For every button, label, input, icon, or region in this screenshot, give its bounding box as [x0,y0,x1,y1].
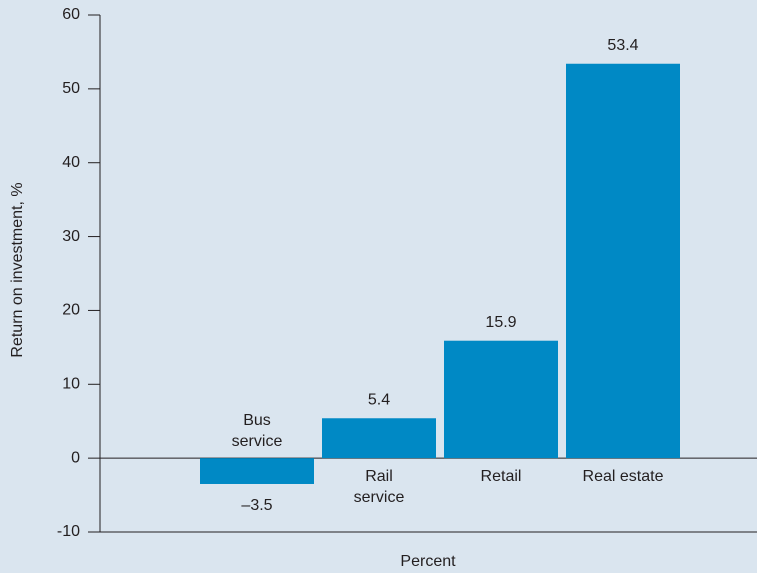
y-axis-title: Return on investment, % [9,182,26,357]
data-label: 15.9 [485,314,516,331]
bar [200,458,314,484]
bar [322,418,436,459]
data-label: 53.4 [607,37,638,54]
bar [444,340,558,459]
y-tick-label: 40 [62,154,80,171]
data-label: –3.5 [241,497,272,514]
x-tick-label: Retail [480,468,522,486]
bar [566,63,680,459]
y-tick-label: 60 [62,6,80,23]
x-tick-label: Real estate [582,468,664,486]
y-tick-label: 30 [62,228,80,245]
x-axis-title: Percent [400,553,456,570]
data-label: 5.4 [368,391,390,408]
y-tick-label: 0 [71,449,80,466]
y-tick-label: -10 [57,523,80,540]
x-tick-label: Rail service [353,468,405,507]
y-tick-label: 10 [62,376,80,393]
x-tick-label: Bus service [231,412,283,451]
y-tick-label: 20 [62,302,80,319]
y-tick-label: 50 [62,80,80,97]
